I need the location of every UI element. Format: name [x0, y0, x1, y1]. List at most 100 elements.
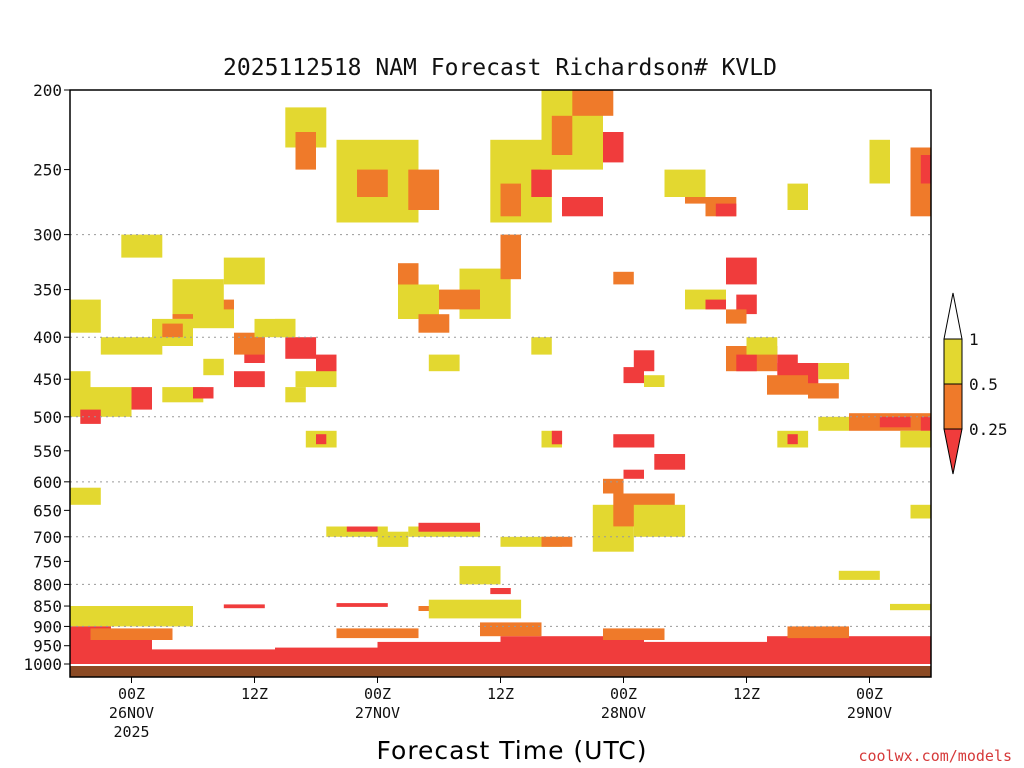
- ri-cell: [418, 314, 450, 333]
- ri-cell: [767, 636, 931, 664]
- y-tick-label-550: 550: [33, 442, 62, 461]
- ri-cell: [633, 504, 686, 537]
- ri-cell: [920, 416, 932, 431]
- ri-cell: [193, 309, 234, 329]
- ri-cell: [715, 203, 737, 217]
- ri-cell: [172, 279, 224, 315]
- x-tick-label: 29NOV: [847, 704, 892, 722]
- x-tick-label: 28NOV: [601, 704, 646, 722]
- ri-cell: [100, 337, 163, 355]
- ri-cell: [900, 430, 932, 448]
- x-tick-label: 26NOV: [109, 704, 154, 722]
- y-tick-label-200: 200: [33, 81, 62, 100]
- ri-cell: [654, 454, 686, 470]
- ri-cell: [285, 387, 306, 403]
- x-axis-label: Forecast Time (UTC): [377, 736, 648, 765]
- ri-cell: [162, 323, 183, 338]
- data-cells: [70, 90, 932, 664]
- ri-cell: [480, 622, 542, 637]
- ri-cell: [603, 628, 665, 640]
- y-tick-label-850: 850: [33, 597, 62, 616]
- ri-cell: [459, 566, 501, 585]
- ri-cell: [70, 299, 101, 333]
- x-tick-label: 00Z: [610, 685, 637, 703]
- ri-cell: [623, 367, 644, 384]
- colorbar-label-0.5: 0.5: [969, 375, 998, 394]
- ri-cell: [316, 434, 327, 445]
- ri-cell: [408, 169, 440, 210]
- ri-cell: [377, 531, 409, 547]
- ri-cell: [439, 289, 480, 310]
- credit-text: coolwx.com/models: [858, 747, 1012, 765]
- ri-cell: [500, 234, 521, 280]
- y-tick-label-700: 700: [33, 528, 62, 547]
- x-tick-label: 2025: [113, 723, 149, 741]
- colorbar-bottom-triangle: [943, 428, 963, 475]
- ri-cell: [613, 434, 655, 448]
- ri-cell: [623, 469, 644, 479]
- ri-cell: [746, 337, 778, 355]
- ri-cell: [275, 318, 296, 338]
- colorbar-label-0.25: 0.25: [969, 420, 1008, 439]
- ri-cell: [613, 271, 634, 285]
- ri-cell: [726, 309, 747, 324]
- ri-cell: [838, 570, 880, 580]
- ri-cell: [644, 375, 665, 387]
- ri-cell: [808, 383, 839, 399]
- ri-cell: [818, 363, 850, 380]
- ri-cell: [500, 183, 521, 217]
- ri-cell: [80, 409, 101, 424]
- x-tick-label: 12Z: [241, 685, 268, 703]
- ri-cell: [633, 350, 655, 372]
- ri-cell: [90, 628, 173, 640]
- y-tick-label-400: 400: [33, 328, 62, 347]
- ri-cell: [572, 90, 614, 116]
- ri-cell: [705, 299, 726, 310]
- ri-cell: [777, 354, 798, 372]
- ri-cell: [377, 641, 501, 664]
- y-tick-label-650: 650: [33, 501, 62, 520]
- ri-cell: [203, 358, 224, 376]
- x-tick-label: 00Z: [118, 685, 145, 703]
- colorbar: 1 0.5 0.25: [943, 292, 1008, 475]
- ri-cell: [285, 337, 317, 359]
- ri-cell: [70, 606, 193, 627]
- ri-cell: [562, 197, 583, 217]
- ri-cell: [131, 387, 152, 410]
- ri-cell: [551, 430, 563, 445]
- ground-band: [70, 666, 931, 677]
- colorbar-top-triangle: [943, 292, 963, 340]
- ri-cell: [531, 169, 552, 197]
- ri-cell: [736, 294, 757, 315]
- chart-title: 2025112518 NAM Forecast Richardson# KVLD: [223, 55, 777, 81]
- x-tick-label: 00Z: [856, 685, 883, 703]
- y-tick-label-950: 950: [33, 637, 62, 656]
- colorbar-bin-yellow: [943, 338, 963, 385]
- ri-cell: [428, 354, 460, 372]
- x-tick-label: 12Z: [733, 685, 760, 703]
- x-tick-label: 27NOV: [355, 704, 400, 722]
- y-tick-label-750: 750: [33, 552, 62, 571]
- ri-cell: [879, 416, 911, 428]
- ri-cell: [890, 603, 931, 611]
- ri-cell: [418, 522, 480, 532]
- ri-cell: [603, 132, 624, 163]
- y-axis-ticks: 200 250 300 350 400 450 500 550 600 650 700 750 800 8…: [23, 81, 70, 674]
- ri-cell: [234, 332, 265, 355]
- y-tick-label-250: 250: [33, 161, 62, 180]
- ri-cell: [531, 337, 552, 355]
- ri-cell: [644, 641, 767, 664]
- colorbar-label-1: 1: [969, 330, 979, 349]
- ri-cell: [346, 526, 378, 532]
- x-tick-label: 12Z: [487, 685, 514, 703]
- ri-cell: [787, 626, 849, 639]
- ri-cell: [336, 628, 419, 639]
- ri-cell: [490, 588, 511, 595]
- ri-cell: [869, 139, 890, 184]
- y-tick-label-350: 350: [33, 281, 62, 300]
- ri-cell: [664, 169, 706, 197]
- ri-cell: [910, 504, 931, 519]
- y-tick-label-1000: 1000: [23, 655, 62, 674]
